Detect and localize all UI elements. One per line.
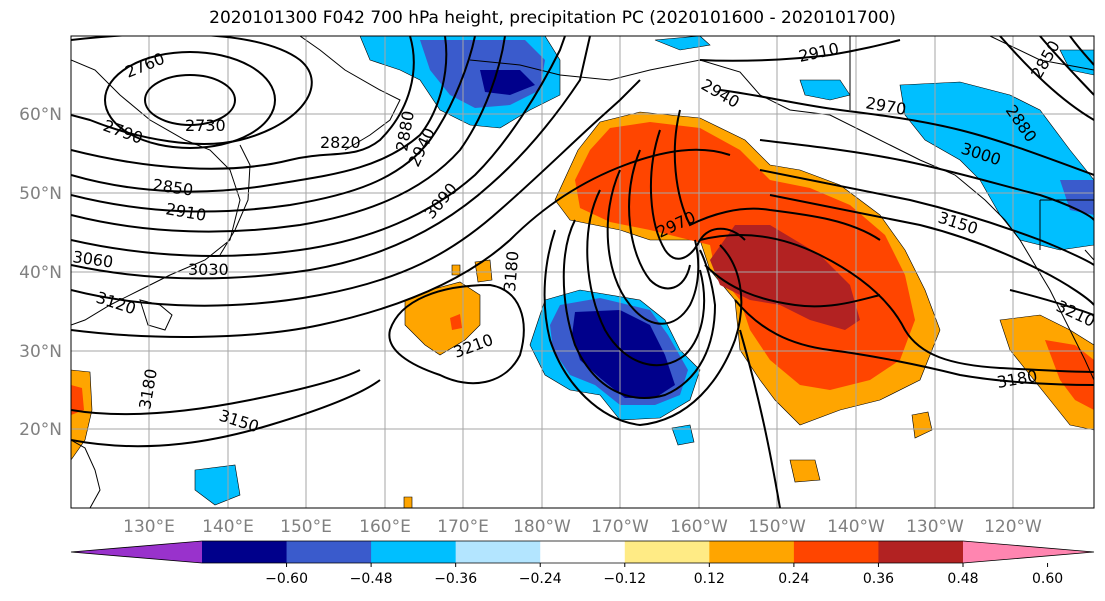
negative-anomaly-central-core — [572, 310, 675, 398]
positive-anomaly-small-s2 — [911, 411, 933, 439]
lon-label: 140°W — [827, 517, 885, 537]
contour-label: 2730 — [185, 116, 226, 135]
colorbar-segment — [540, 541, 626, 563]
positive-anomaly-small-a — [474, 259, 493, 283]
lon-label: 150°W — [748, 517, 806, 537]
colorbar-segment — [202, 541, 288, 563]
longitude-labels: 130°E 140°E 150°E 160°E 170°E 180°W 170°… — [123, 517, 1042, 537]
positive-anomaly-dark — [710, 225, 860, 330]
negative-anomaly-ne-small — [799, 79, 851, 101]
colorbar-tick-label: −0.60 — [265, 571, 308, 587]
latitude-labels: 60°N 50°N 40°N 30°N 20°N — [19, 105, 62, 440]
colorbar-extend-low — [71, 541, 202, 563]
colorbar-segment — [286, 541, 372, 563]
lon-label: 140°E — [202, 517, 254, 537]
colorbar-ticks: −0.60 −0.48 −0.36 −0.24 −0.12 0.12 0.24 0.36 0.4… — [265, 563, 1063, 587]
colorbar-tick-label: 0.60 — [1032, 571, 1063, 587]
contour-label: 3180 — [500, 250, 522, 292]
lon-label: 130°E — [123, 517, 175, 537]
lat-label: 30°N — [19, 342, 62, 362]
map-area: 2760 2730 2790 2820 2850 2910 3030 3060 … — [71, 36, 1094, 508]
colorbar-tick-label: −0.12 — [603, 571, 646, 587]
positive-anomaly-small-s3 — [403, 496, 413, 508]
negative-anomaly-ne-core — [1060, 180, 1094, 215]
positive-anomaly-west — [404, 281, 481, 356]
colorbar-segment — [624, 541, 710, 563]
negative-anomaly-top-mid — [654, 36, 711, 51]
lon-label: 160°E — [359, 517, 411, 537]
lat-label: 40°N — [19, 263, 62, 283]
colorbar-tick-label: 0.24 — [778, 571, 809, 587]
colorbar-outline — [70, 540, 1095, 564]
lat-label: 50°N — [19, 184, 62, 204]
colorbar-tick-label: 0.36 — [863, 571, 894, 587]
lon-label: 170°E — [437, 517, 489, 537]
lat-label: 20°N — [19, 420, 62, 440]
colorbar-segment — [793, 541, 879, 563]
positive-anomaly-southeast — [999, 314, 1094, 431]
colorbar-extend-high — [963, 541, 1094, 563]
positive-anomaly-small-b — [451, 264, 461, 276]
negative-anomaly-small-s — [671, 424, 695, 446]
negative-anomaly-northeast — [899, 81, 1094, 251]
colorbar-segment — [371, 541, 457, 563]
colorbar-tick-label: 0.12 — [694, 571, 725, 587]
negative-anomaly-top-dark — [480, 70, 535, 95]
lat-label: 60°N — [19, 105, 62, 125]
colorbar-tick-label: −0.36 — [434, 571, 477, 587]
lon-label: 130°W — [906, 517, 964, 537]
lon-label: 180°W — [513, 517, 571, 537]
colorbar-tick-label: 0.48 — [947, 571, 978, 587]
map-frame — [70, 35, 1095, 509]
colorbar-tick-label: −0.48 — [350, 571, 393, 587]
colorbar-segment — [878, 541, 964, 563]
colorbar — [70, 540, 1095, 564]
map-title: 2020101300 F042 700 hPa height, precipit… — [209, 8, 896, 28]
positive-anomaly-west-core — [450, 314, 462, 330]
graticule — [71, 36, 1094, 508]
colorbar-segment — [455, 541, 541, 563]
colorbar-segment — [709, 541, 795, 563]
positive-anomaly-far-west-core — [71, 385, 84, 415]
colorbar-tick-label: −0.24 — [519, 571, 562, 587]
lon-label: 150°E — [280, 517, 332, 537]
positive-anomaly-se-core — [1045, 340, 1094, 410]
contour-label: 3030 — [188, 260, 229, 279]
lon-label: 160°W — [670, 517, 728, 537]
positive-anomaly-small-s1 — [789, 459, 821, 483]
lon-label: 120°W — [984, 517, 1042, 537]
height-contours — [71, 36, 1094, 508]
contour-label: 2820 — [320, 133, 361, 152]
lon-label: 170°W — [591, 517, 649, 537]
